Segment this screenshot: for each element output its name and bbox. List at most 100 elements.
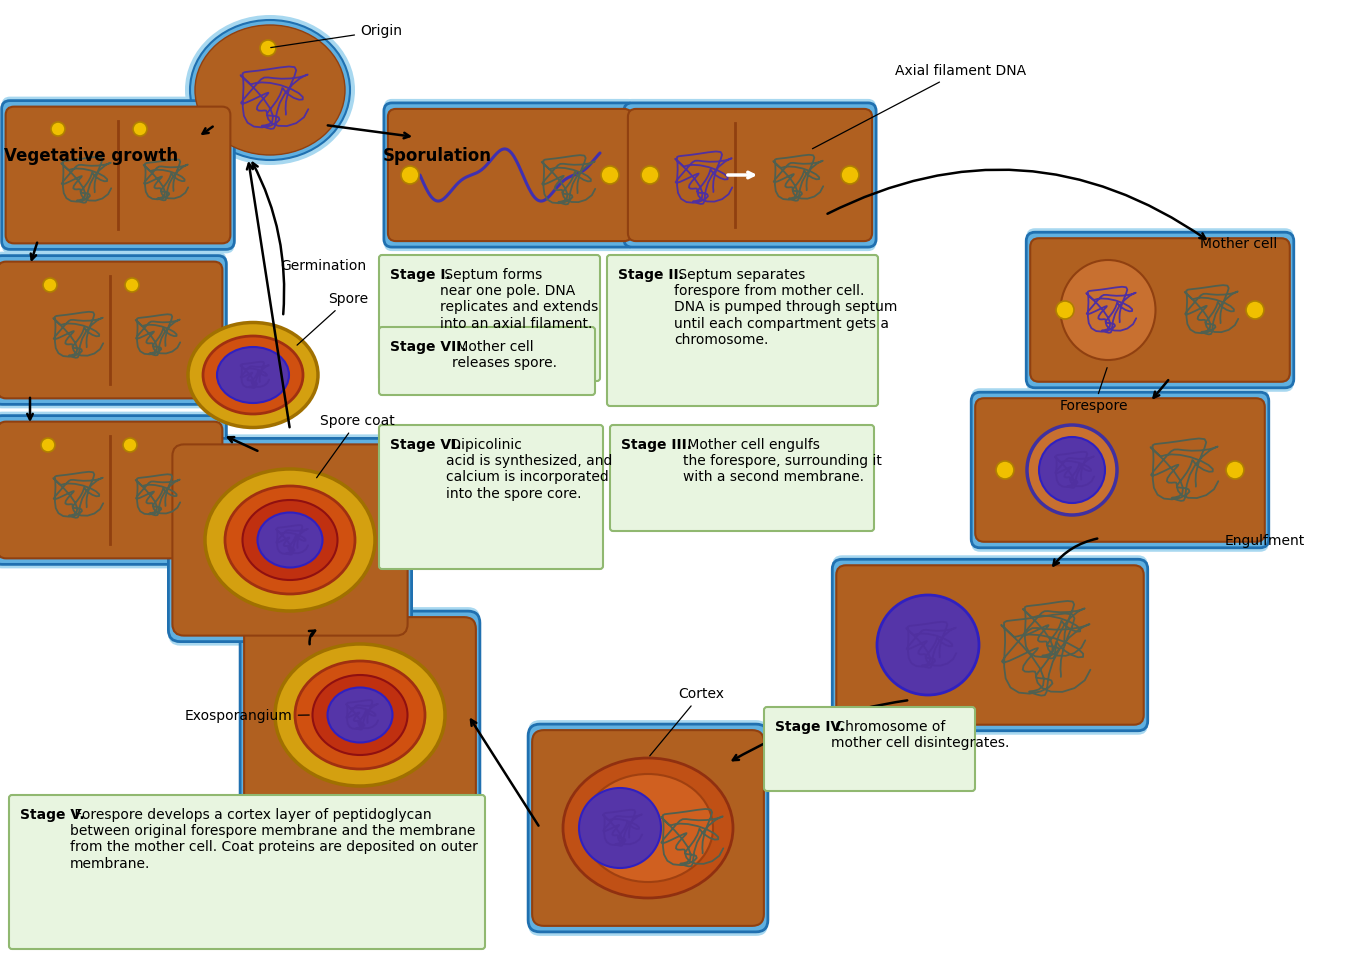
FancyBboxPatch shape [168,439,411,642]
Circle shape [841,166,859,184]
FancyBboxPatch shape [832,555,1147,735]
FancyBboxPatch shape [1,97,235,253]
FancyBboxPatch shape [611,425,874,531]
Text: Chromosome of
mother cell disintegrates.: Chromosome of mother cell disintegrates. [830,720,1010,750]
FancyBboxPatch shape [379,327,594,395]
Ellipse shape [1027,425,1117,515]
Text: Exosporangium: Exosporangium [185,709,309,723]
Ellipse shape [217,347,288,403]
Circle shape [642,166,659,184]
Text: Sporulation: Sporulation [383,147,492,165]
FancyBboxPatch shape [173,445,407,636]
FancyBboxPatch shape [379,255,600,381]
Text: Stage II.: Stage II. [617,268,683,282]
Text: Forespore: Forespore [1060,367,1128,413]
FancyBboxPatch shape [5,106,231,243]
Ellipse shape [185,15,355,165]
Ellipse shape [582,774,713,882]
Circle shape [260,40,276,56]
FancyBboxPatch shape [379,425,603,569]
Ellipse shape [563,758,733,898]
FancyBboxPatch shape [244,617,476,813]
Circle shape [1246,301,1264,319]
Ellipse shape [328,688,392,743]
Ellipse shape [257,513,322,568]
Ellipse shape [195,25,345,155]
Circle shape [43,278,57,292]
FancyBboxPatch shape [528,720,768,936]
FancyBboxPatch shape [1030,238,1290,382]
FancyBboxPatch shape [836,566,1143,725]
FancyBboxPatch shape [9,795,485,949]
Text: Stage V.: Stage V. [20,808,85,822]
FancyBboxPatch shape [1,101,235,249]
FancyBboxPatch shape [388,108,632,241]
Text: Stage I.: Stage I. [390,268,450,282]
Text: Germination: Germination [280,259,367,273]
Ellipse shape [313,675,407,755]
Circle shape [400,166,419,184]
Ellipse shape [204,336,303,414]
Ellipse shape [190,20,350,160]
Circle shape [125,278,139,292]
FancyBboxPatch shape [0,422,222,559]
Ellipse shape [243,500,337,580]
FancyBboxPatch shape [1026,229,1294,392]
Circle shape [123,438,137,452]
Text: Stage VII.: Stage VII. [390,340,466,354]
FancyBboxPatch shape [975,399,1264,542]
Circle shape [996,461,1014,479]
Circle shape [601,166,619,184]
Ellipse shape [295,661,425,769]
FancyBboxPatch shape [0,415,226,565]
FancyBboxPatch shape [832,559,1147,731]
FancyBboxPatch shape [0,252,226,408]
Text: Stage III.: Stage III. [621,438,692,452]
Circle shape [133,122,147,136]
Circle shape [40,438,55,452]
Text: Forespore develops a cortex layer of peptidoglycan
between original forespore me: Forespore develops a cortex layer of pep… [70,808,477,871]
FancyBboxPatch shape [240,607,480,823]
Text: Mother cell: Mother cell [1200,237,1278,251]
Ellipse shape [878,595,979,695]
FancyBboxPatch shape [764,707,975,791]
FancyBboxPatch shape [0,256,226,404]
Ellipse shape [275,644,445,786]
Ellipse shape [205,469,375,611]
FancyBboxPatch shape [1026,233,1294,388]
FancyBboxPatch shape [607,255,878,406]
FancyBboxPatch shape [0,411,226,569]
FancyBboxPatch shape [971,388,1268,552]
FancyBboxPatch shape [628,108,872,241]
Text: Mother cell engulfs
the forespore, surrounding it
with a second membrane.: Mother cell engulfs the forespore, surro… [683,438,882,485]
Text: Axial filament DNA: Axial filament DNA [813,64,1026,149]
Text: Stage IV.: Stage IV. [775,720,845,734]
Text: Stage VI.: Stage VI. [390,438,461,452]
FancyBboxPatch shape [532,730,764,926]
Text: Mother cell
releases spore.: Mother cell releases spore. [452,340,557,370]
FancyBboxPatch shape [624,99,876,251]
FancyBboxPatch shape [384,99,636,251]
Text: Septum forms
near one pole. DNA
replicates and extends
into an axial filament.: Septum forms near one pole. DNA replicat… [439,268,599,330]
Ellipse shape [580,788,661,868]
Circle shape [1055,301,1074,319]
Ellipse shape [1039,437,1105,503]
Text: Cortex: Cortex [650,687,724,756]
Text: Spore coat: Spore coat [317,414,395,478]
Ellipse shape [1061,260,1155,360]
Text: Spore: Spore [297,292,368,345]
FancyBboxPatch shape [624,103,876,247]
Circle shape [1225,461,1244,479]
Text: Engulfment: Engulfment [1225,534,1305,548]
Ellipse shape [187,322,318,428]
FancyBboxPatch shape [971,392,1268,548]
Text: Dipicolinic
acid is synthesized, and
calcium is incorporated
into the spore core: Dipicolinic acid is synthesized, and cal… [446,438,612,500]
Circle shape [51,122,65,136]
Text: Vegetative growth: Vegetative growth [4,147,178,165]
Text: Origin: Origin [271,24,402,48]
FancyBboxPatch shape [528,724,768,932]
Ellipse shape [225,486,355,594]
FancyBboxPatch shape [168,435,411,646]
FancyBboxPatch shape [0,262,222,399]
FancyBboxPatch shape [384,103,636,247]
